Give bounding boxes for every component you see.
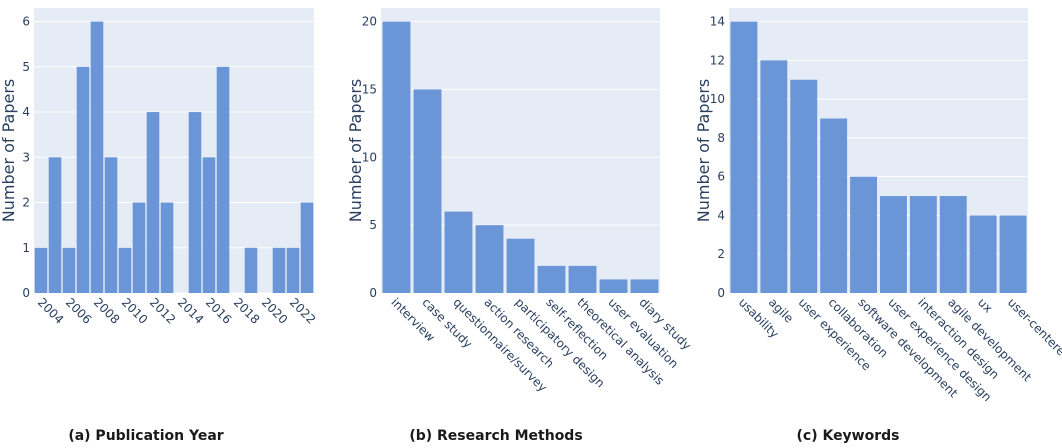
bar: [62, 247, 76, 293]
bar: [216, 66, 230, 293]
bar: [90, 21, 104, 293]
y-tick-label: 5: [369, 218, 377, 232]
y-tick-label: 5: [22, 60, 30, 74]
bar: [382, 21, 411, 293]
y-tick-label: 8: [717, 131, 725, 145]
y-tick-label: 20: [362, 15, 377, 29]
bar: [568, 265, 597, 293]
bar: [244, 247, 258, 293]
caption-keywords: (c) Keywords: [796, 428, 900, 444]
x-tick-label: 2004: [35, 295, 66, 326]
y-tick-label: 0: [22, 286, 30, 300]
bar: [475, 225, 504, 293]
x-tick-label: 2014: [175, 295, 206, 326]
bar: [34, 247, 48, 293]
bar: [188, 112, 202, 293]
y-tick-label: 10: [710, 92, 725, 106]
y-tick-label: 6: [22, 15, 30, 29]
bar: [300, 202, 314, 293]
x-tick-label: 2012: [147, 295, 178, 326]
y-tick-label: 1: [22, 241, 30, 255]
x-tick-label: 2010: [119, 295, 150, 326]
y-tick-label: 12: [710, 53, 725, 67]
y-axis-label: Number of Papers: [346, 79, 365, 223]
x-tick-label: 2008: [91, 295, 122, 326]
bar: [790, 79, 818, 293]
y-tick-label: 0: [717, 286, 725, 300]
y-tick-label: 6: [717, 170, 725, 184]
y-tick-label: 0: [369, 286, 377, 300]
x-tick-label: 2020: [259, 295, 290, 326]
bar: [413, 89, 442, 293]
x-tick-label: 2018: [231, 295, 262, 326]
bar: [909, 196, 937, 293]
bar: [760, 60, 788, 293]
caption-publication-year: (a) Publication Year: [68, 428, 224, 444]
x-tick-label: 2016: [203, 295, 234, 326]
bar: [160, 202, 174, 293]
bar: [118, 247, 132, 293]
y-tick-label: 14: [710, 15, 725, 29]
bar: [444, 211, 473, 293]
y-tick-label: 15: [362, 82, 377, 96]
bar: [146, 112, 160, 293]
bar: [820, 118, 848, 294]
y-tick-label: 4: [717, 208, 725, 222]
bar: [730, 21, 758, 293]
y-tick-label: 4: [22, 105, 30, 119]
bar: [272, 247, 286, 293]
bar: [850, 176, 878, 293]
bar: [969, 215, 997, 293]
y-axis-label: Number of Papers: [694, 79, 713, 223]
bar: [599, 279, 628, 293]
bar: [202, 157, 216, 293]
y-tick-label: 3: [22, 150, 30, 164]
bar: [999, 215, 1027, 293]
y-tick-label: 2: [22, 196, 30, 210]
bar: [104, 157, 118, 293]
bar: [132, 202, 146, 293]
plot-background: [34, 8, 314, 293]
y-tick-label: 10: [362, 150, 377, 164]
bar: [879, 196, 907, 293]
caption-research-methods: (b) Research Methods: [409, 428, 583, 444]
bar: [537, 265, 566, 293]
x-tick-label: ux: [975, 295, 995, 315]
x-tick-label: 2006: [63, 295, 94, 326]
y-tick-label: 2: [717, 247, 725, 261]
bar: [630, 279, 659, 293]
y-axis-label: Number of Papers: [0, 79, 18, 223]
bar: [286, 247, 300, 293]
bar: [76, 66, 90, 293]
bar: [48, 157, 62, 293]
bar: [506, 238, 535, 293]
x-tick-label: 2022: [287, 295, 318, 326]
bar: [939, 196, 967, 293]
